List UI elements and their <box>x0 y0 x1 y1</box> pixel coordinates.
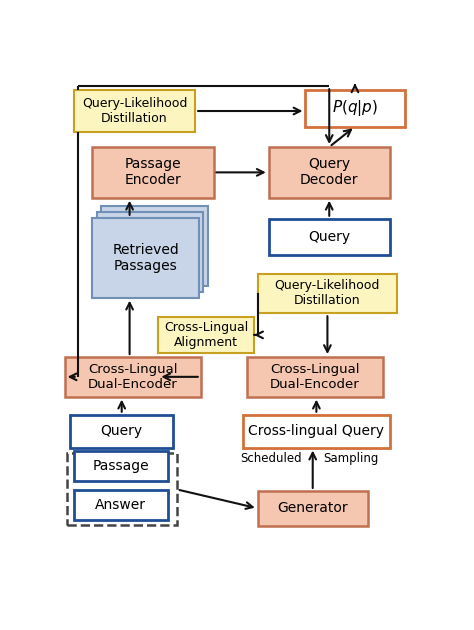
Text: Retrieved
Passages: Retrieved Passages <box>112 243 179 273</box>
Text: Answer: Answer <box>95 498 146 512</box>
FancyBboxPatch shape <box>246 357 383 397</box>
FancyBboxPatch shape <box>158 317 254 353</box>
FancyBboxPatch shape <box>97 212 203 292</box>
Text: Query-Likelihood
Distillation: Query-Likelihood Distillation <box>275 280 380 307</box>
Text: Passage
Encoder: Passage Encoder <box>125 158 181 188</box>
Text: Sampling: Sampling <box>324 452 379 465</box>
FancyBboxPatch shape <box>269 147 390 198</box>
Text: Passage: Passage <box>92 459 149 472</box>
FancyBboxPatch shape <box>65 357 201 397</box>
FancyBboxPatch shape <box>101 206 208 286</box>
Text: Cross-Lingual
Alignment: Cross-Lingual Alignment <box>164 321 248 349</box>
FancyBboxPatch shape <box>269 219 390 255</box>
FancyBboxPatch shape <box>258 273 397 313</box>
Text: Generator: Generator <box>277 501 348 515</box>
Text: Query-Likelihood
Distillation: Query-Likelihood Distillation <box>82 97 187 125</box>
Text: Query: Query <box>100 424 143 438</box>
Text: Scheduled: Scheduled <box>240 452 301 465</box>
FancyBboxPatch shape <box>305 90 405 127</box>
FancyBboxPatch shape <box>70 415 173 448</box>
Text: Cross-lingual Query: Cross-lingual Query <box>248 424 384 438</box>
Text: Cross-Lingual
Dual-Encoder: Cross-Lingual Dual-Encoder <box>88 363 178 391</box>
FancyBboxPatch shape <box>243 415 390 448</box>
FancyBboxPatch shape <box>74 89 195 132</box>
FancyBboxPatch shape <box>74 450 168 481</box>
Text: Query: Query <box>308 230 350 244</box>
FancyBboxPatch shape <box>74 490 168 520</box>
FancyBboxPatch shape <box>92 147 213 198</box>
FancyBboxPatch shape <box>258 491 368 526</box>
Text: $P(q|p)$: $P(q|p)$ <box>332 98 378 118</box>
FancyBboxPatch shape <box>92 218 199 298</box>
Text: Query
Decoder: Query Decoder <box>300 158 358 188</box>
Text: Cross-Lingual
Dual-Encoder: Cross-Lingual Dual-Encoder <box>270 363 359 391</box>
